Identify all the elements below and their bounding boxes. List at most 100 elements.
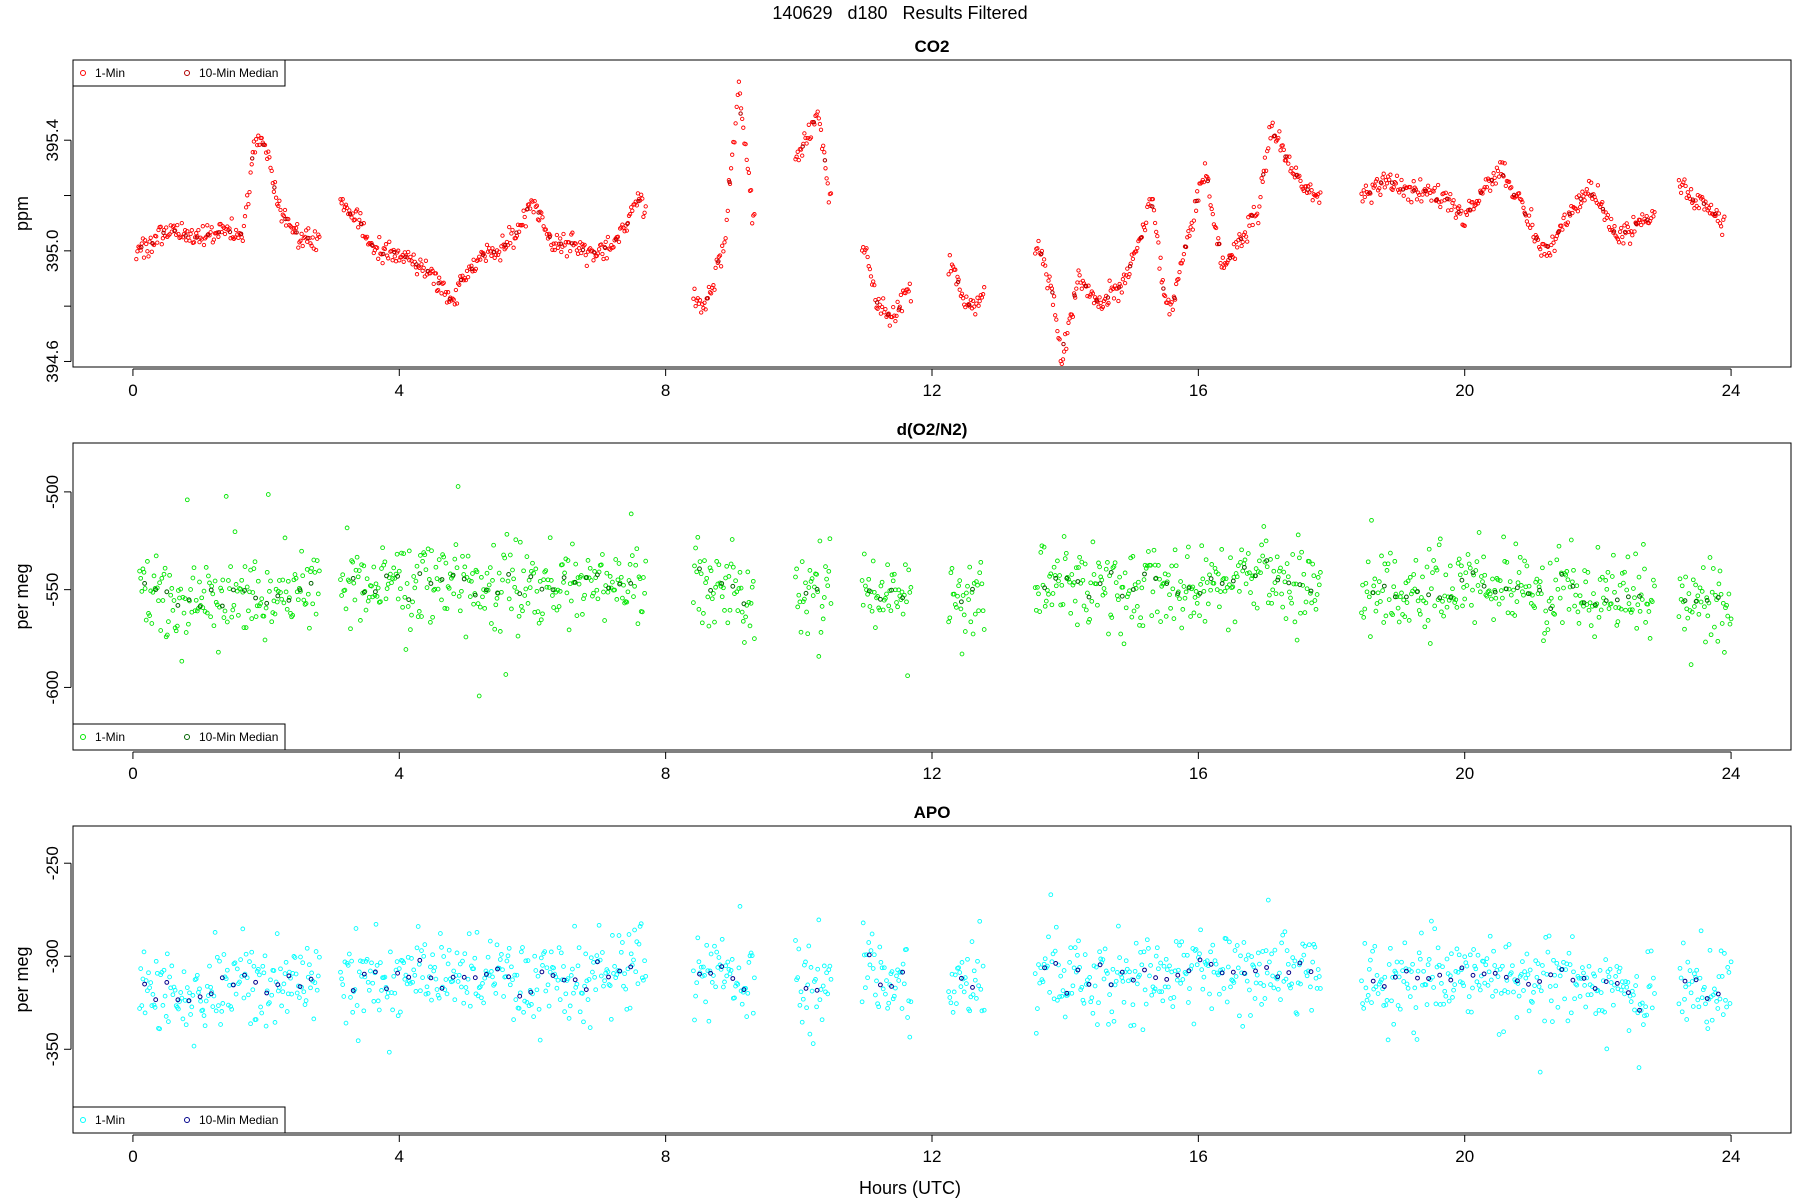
- data-point: [1373, 179, 1379, 184]
- data-point: [1200, 986, 1206, 992]
- data-point: [160, 236, 166, 241]
- data-point: [1270, 120, 1275, 125]
- data-point: [224, 967, 230, 973]
- data-point: [1472, 203, 1477, 208]
- data-point: [565, 558, 571, 563]
- data-point: [796, 592, 802, 598]
- data-point: [1626, 601, 1632, 606]
- data-point: [271, 189, 277, 194]
- data-point: [1273, 591, 1279, 597]
- data-point: [1424, 564, 1430, 570]
- data-point: [410, 599, 415, 605]
- median-point: [1116, 285, 1122, 290]
- data-point: [958, 984, 964, 989]
- data-point: [1362, 194, 1367, 200]
- data-point: [262, 637, 268, 643]
- data-point: [1520, 959, 1525, 964]
- data-point: [1234, 943, 1240, 948]
- data-point: [1722, 951, 1727, 956]
- data-point: [1097, 295, 1102, 300]
- data-point: [735, 608, 741, 613]
- data-point: [1177, 269, 1182, 275]
- x-tick-label: 8: [661, 764, 670, 783]
- data-point: [1162, 293, 1168, 299]
- data-point: [242, 564, 248, 569]
- data-point: [153, 553, 159, 559]
- data-point: [201, 588, 207, 594]
- data-point: [243, 625, 249, 630]
- data-point: [591, 258, 596, 263]
- data-point: [737, 904, 743, 909]
- data-point: [1429, 918, 1434, 924]
- data-point: [1553, 983, 1559, 989]
- median-point: [814, 987, 820, 993]
- data-point: [1369, 1000, 1374, 1005]
- data-point: [1477, 987, 1483, 993]
- data-point: [351, 580, 357, 586]
- data-point: [1498, 588, 1504, 593]
- data-point: [414, 563, 420, 569]
- data-point: [1685, 615, 1691, 621]
- data-point: [459, 984, 464, 990]
- median-point: [1061, 341, 1066, 347]
- data-point: [546, 1003, 552, 1009]
- data-point: [1318, 190, 1323, 195]
- data-point: [1379, 977, 1384, 983]
- data-point: [1453, 969, 1459, 974]
- data-point: [891, 571, 897, 577]
- legend-marker: [80, 70, 86, 76]
- data-point: [413, 988, 419, 994]
- data-point: [1396, 619, 1402, 625]
- data-point: [210, 591, 216, 597]
- data-point: [1112, 982, 1118, 988]
- y-tick-label: -250: [43, 846, 62, 880]
- data-point: [346, 951, 352, 957]
- data-point: [212, 578, 218, 584]
- data-point: [696, 301, 702, 306]
- median-point: [1715, 595, 1721, 600]
- data-point: [492, 626, 498, 632]
- data-point: [1247, 223, 1252, 228]
- data-point: [1718, 591, 1724, 597]
- data-point: [1057, 337, 1062, 342]
- data-point: [1280, 143, 1285, 148]
- data-point: [197, 239, 202, 245]
- data-point: [314, 987, 320, 993]
- data-point: [1286, 161, 1291, 166]
- data-point: [1081, 603, 1087, 609]
- median-point: [1205, 178, 1211, 184]
- data-point: [1402, 614, 1408, 620]
- median-point: [392, 249, 397, 255]
- data-point: [1405, 985, 1411, 991]
- data-point: [1603, 210, 1608, 215]
- data-point: [798, 147, 804, 152]
- median-point: [866, 952, 872, 958]
- data-point: [884, 591, 889, 597]
- data-point: [461, 1000, 467, 1006]
- data-point: [395, 596, 401, 602]
- median-point: [1392, 594, 1398, 600]
- data-point: [200, 1007, 206, 1013]
- median-point: [1164, 977, 1170, 982]
- data-point: [497, 249, 502, 255]
- data-point: [1716, 211, 1722, 216]
- data-point: [1577, 593, 1583, 599]
- data-point: [1521, 205, 1526, 210]
- data-point: [1624, 984, 1630, 990]
- data-point: [250, 590, 256, 595]
- data-point: [1249, 576, 1254, 581]
- data-point: [1623, 979, 1628, 984]
- data-point: [719, 594, 725, 600]
- data-point: [736, 965, 742, 971]
- data-point: [1700, 565, 1706, 570]
- data-point: [871, 589, 877, 595]
- data-point: [509, 231, 514, 236]
- data-point: [598, 973, 604, 979]
- data-point: [262, 953, 268, 959]
- data-point: [875, 306, 880, 311]
- data-point: [1105, 971, 1110, 976]
- series-10min-median: [142, 952, 1721, 1013]
- data-point: [706, 284, 712, 290]
- data-point: [233, 991, 239, 997]
- data-point: [1315, 967, 1321, 972]
